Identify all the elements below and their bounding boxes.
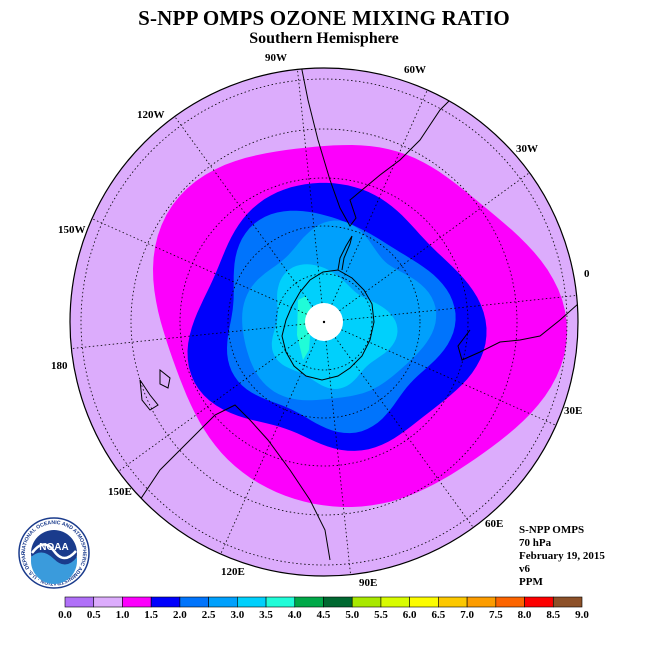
info-units: PPM <box>519 576 543 588</box>
lon-label-150w: 150W <box>58 224 86 236</box>
meridian-line <box>331 89 428 305</box>
lon-label-90w: 90W <box>265 52 287 64</box>
lon-label-30e: 30E <box>564 405 583 417</box>
colorbar-tick-label: 1.0 <box>115 609 130 621</box>
info-version: v6 <box>519 563 530 575</box>
colorbar-tick-label: 6.5 <box>431 609 446 621</box>
colorbar-swatch <box>150 596 181 608</box>
africa-coastline <box>457 303 578 361</box>
meridian-line <box>118 332 309 472</box>
lon-label-120e: 120E <box>221 566 245 578</box>
colorbar-tick-label: 0.0 <box>58 609 72 621</box>
latitude-circle <box>80 78 568 566</box>
map-subtitle: Southern Hemisphere <box>249 30 399 47</box>
south-america-coastline <box>299 68 481 227</box>
colorbar-tick-label: 7.5 <box>488 609 503 621</box>
meridian-line <box>71 323 306 349</box>
colorbar-tick-label: 4.5 <box>316 609 331 621</box>
meridian-line <box>339 172 530 312</box>
meridian-line <box>297 69 323 304</box>
colorbar-tick-label: 6.0 <box>402 609 417 621</box>
meridian-line <box>91 218 307 315</box>
colorbar-tick-label: 5.5 <box>374 609 388 621</box>
lon-label-30w: 30W <box>516 143 538 155</box>
colorbar-swatch <box>323 596 353 608</box>
noaa-logo: NATIONAL OCEANIC AND ATMOSPHERIC ADMINIS… <box>18 517 90 589</box>
noaa-logo-text: NOAA <box>39 542 68 553</box>
colorbar-swatch <box>122 596 152 608</box>
colorbar-tick-label: 8.0 <box>517 609 532 621</box>
colorbar-tick-label: 7.0 <box>460 609 474 621</box>
meridian-line <box>174 116 314 307</box>
colorbar-swatch <box>294 596 324 608</box>
lon-label-60e: 60E <box>485 518 504 530</box>
meridian-line <box>220 339 317 555</box>
colorbar-swatch <box>495 596 525 608</box>
colorbar-tick-label: 9.0 <box>575 609 589 621</box>
colorbar-swatch <box>380 596 410 608</box>
latitude-circle <box>227 225 421 419</box>
antarctic-peninsula <box>337 235 353 271</box>
colorbar-tick-label: 2.5 <box>201 609 216 621</box>
info-instrument: S-NPP OMPS <box>519 524 585 536</box>
colorbar-swatch <box>93 596 123 608</box>
pole-point <box>322 320 326 324</box>
info-date: February 19, 2015 <box>519 550 605 562</box>
colorbar-tick-label: 3.5 <box>259 609 273 621</box>
lon-label-90e: 90E <box>359 577 378 589</box>
meridian-line <box>341 329 557 426</box>
colorbar-swatch <box>552 596 583 608</box>
colorbar-tick-label: 3.0 <box>230 609 245 621</box>
colorbar-swatch <box>179 596 209 608</box>
colorbar-tick-label: 2.0 <box>173 609 187 621</box>
latitude-circles <box>80 78 568 566</box>
colorbar-swatch <box>351 596 382 608</box>
australia-coastline <box>129 404 331 561</box>
lon-label-150e: 150E <box>108 486 132 498</box>
colorbar-swatch <box>208 596 238 608</box>
lon-label-0: 0 <box>584 268 590 280</box>
antarctica-coastline <box>281 269 375 381</box>
colorbar-tick-label: 0.5 <box>86 609 101 621</box>
map-title: S-NPP OMPS OZONE MIXING RATIO <box>138 6 510 30</box>
colorbar-tick-label: 1.5 <box>144 609 159 621</box>
lon-label-60w: 60W <box>404 64 426 76</box>
meridian-line <box>334 337 474 528</box>
colorbar-swatch <box>438 596 468 608</box>
latitude-circle <box>179 177 469 467</box>
colorbar-swatch <box>265 596 296 608</box>
info-level: 70 hPa <box>519 537 552 549</box>
new-zealand-coastline <box>139 368 171 411</box>
colorbar-swatch <box>64 596 95 608</box>
info-panel: S-NPP OMPS 70 hPa February 19, 2015 v6 P… <box>519 524 605 589</box>
colorbar-swatch <box>466 596 497 608</box>
lon-label-180: 180 <box>51 360 68 372</box>
colorbar-swatch <box>409 596 439 608</box>
latitude-circle <box>130 128 518 516</box>
colorbar-tick-label: 8.5 <box>546 609 561 621</box>
colorbar-swatch <box>524 596 554 608</box>
colorbar-tick-label: 5.0 <box>345 609 360 621</box>
colorbar <box>64 596 583 608</box>
colorbar-tick-label: 4.0 <box>287 609 302 621</box>
lon-label-120w: 120W <box>137 109 165 121</box>
map-border <box>69 67 579 577</box>
colorbar-swatch <box>237 596 267 608</box>
latitude-circle <box>275 273 373 371</box>
meridians <box>71 69 577 575</box>
